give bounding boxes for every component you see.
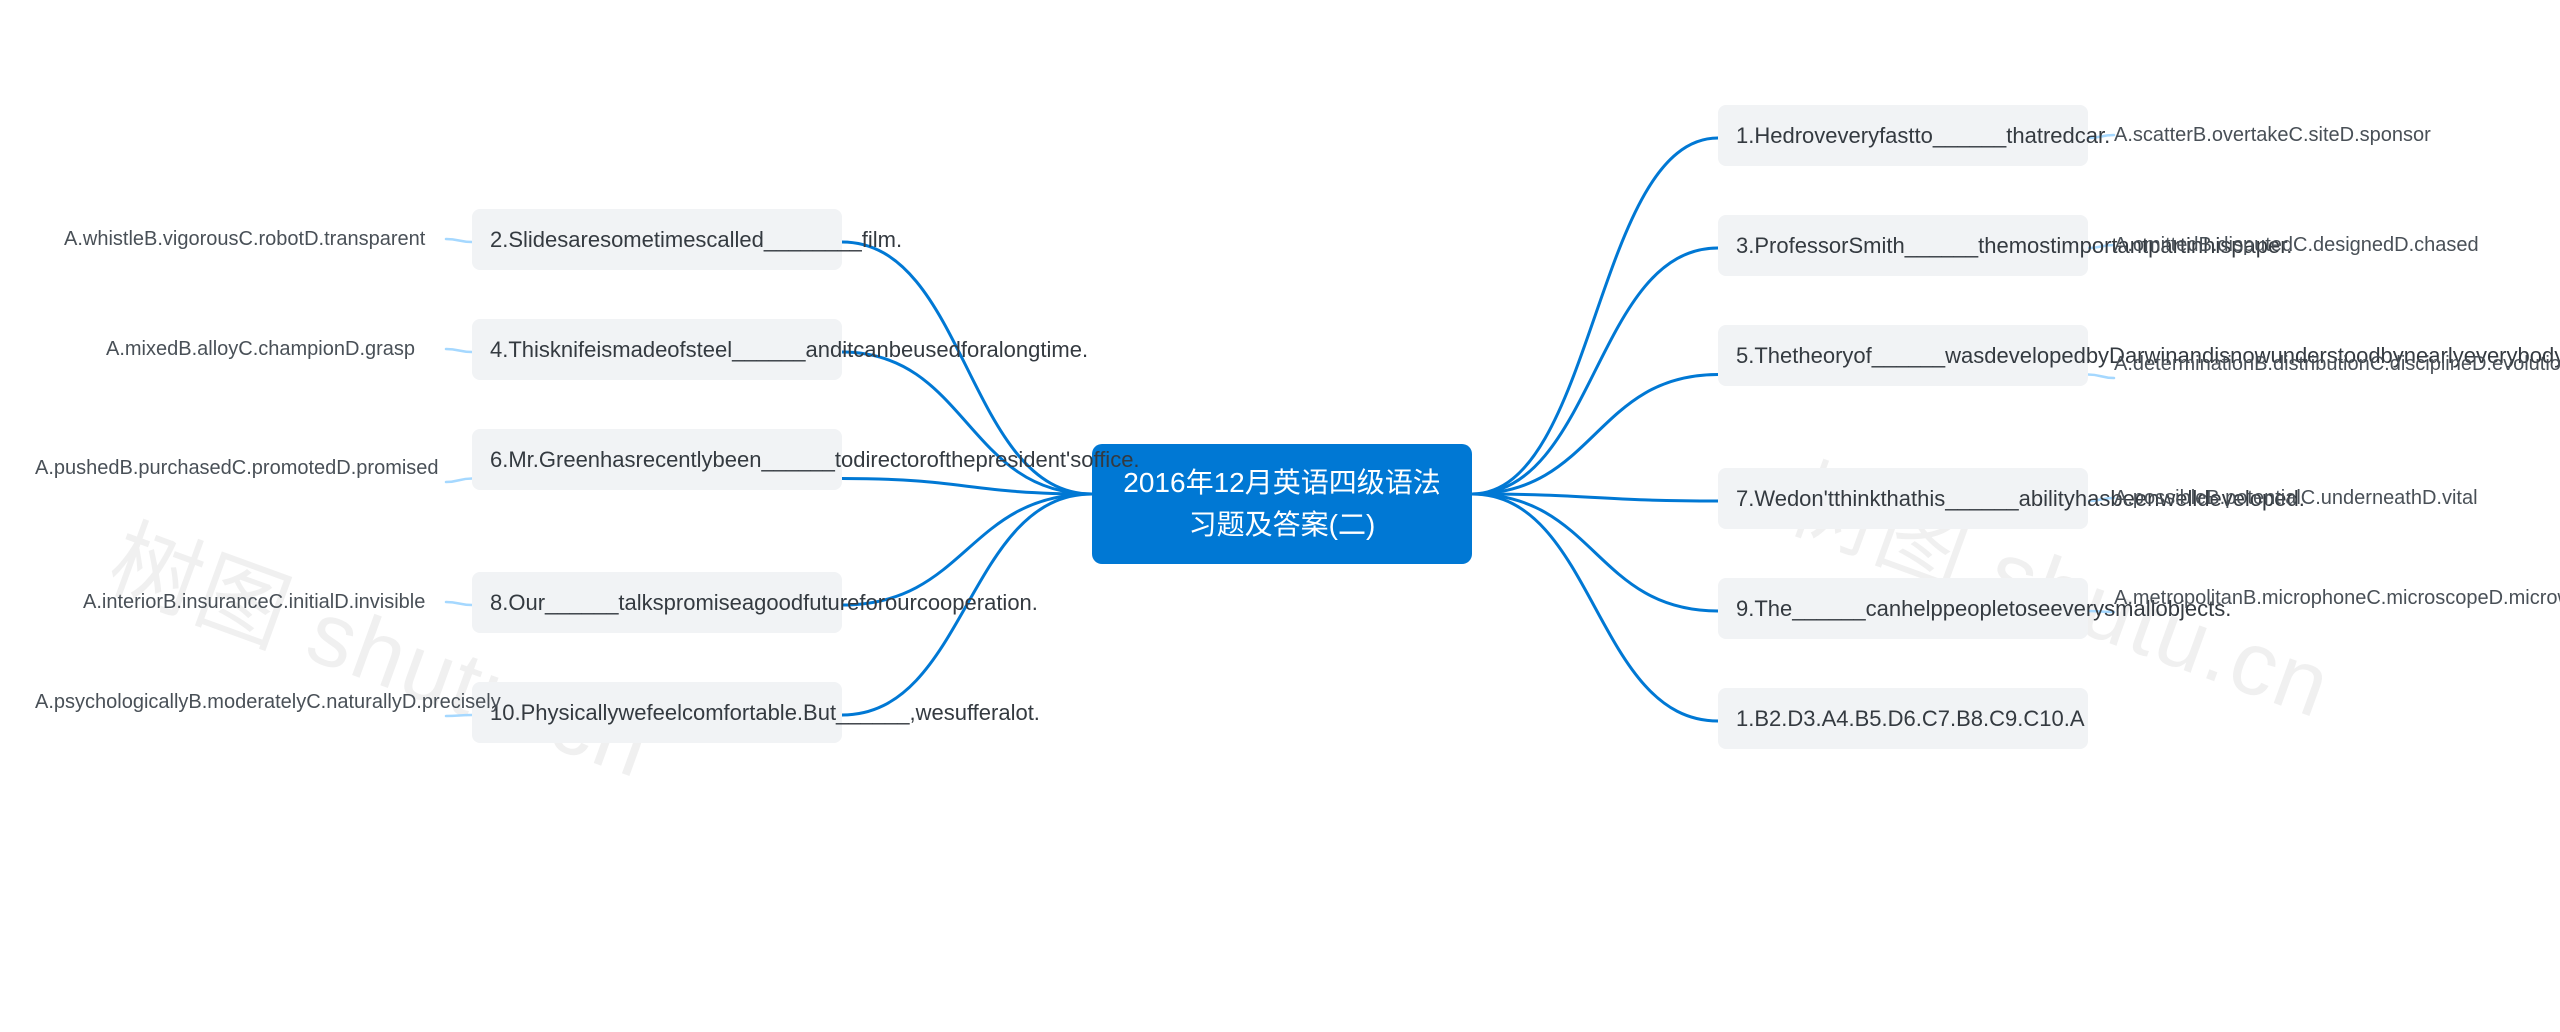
- left-branch-3: 8.Our______talkspromiseagoodfutureforour…: [472, 572, 842, 633]
- left-branch-3-label: 8.Our______talkspromiseagoodfutureforour…: [490, 590, 1038, 615]
- left-leaf-1-label: A.mixedB.alloyC.championD.grasp: [106, 338, 415, 360]
- left-branch-4: 10.Physicallywefeelcomfortable.But______…: [472, 682, 842, 743]
- left-branch-0-label: 2.Slidesaresometimescalled________film.: [490, 227, 902, 252]
- right-leaf-4-label: A.metropolitanB.microphoneC.microscopeD.…: [2114, 587, 2560, 609]
- right-leaf-3-label: A.possibleB.potentialC.underneathD.vital: [2114, 487, 2478, 509]
- left-leaf-0: A.whistleB.vigorousC.robotD.transparent: [64, 225, 446, 253]
- right-branch-3: 7.Wedon'tthinkthathis______abilityhasbee…: [1718, 468, 2088, 529]
- left-branch-2-label: 6.Mr.Greenhasrecentlybeen______todirecto…: [490, 447, 1140, 472]
- left-leaf-3-label: A.interiorB.insuranceC.initialD.invisibl…: [83, 591, 425, 613]
- right-leaf-2: A.determinationB.distributionC.disciplin…: [2114, 350, 2516, 378]
- right-branch-5-label: 1.B2.D3.A4.B5.D6.C7.B8.C9.C10.A: [1736, 706, 2085, 731]
- right-branch-4: 9.The______canhelppeopletoseeverysmallob…: [1718, 578, 2088, 639]
- left-leaf-1: A.mixedB.alloyC.championD.grasp: [106, 335, 446, 363]
- left-leaf-2-label: A.pushedB.purchasedC.promotedD.promised: [35, 457, 439, 479]
- left-branch-4-label: 10.Physicallywefeelcomfortable.But______…: [490, 700, 1040, 725]
- left-leaf-2: A.pushedB.purchasedC.promotedD.promised: [35, 454, 446, 482]
- left-leaf-4: A.psychologicallyB.moderatelyC.naturally…: [35, 688, 446, 716]
- right-leaf-0-label: A.scatterB.overtakeC.siteD.sponsor: [2114, 124, 2431, 146]
- left-branch-1-label: 4.Thisknifeismadeofsteel______anditcanbe…: [490, 337, 1088, 362]
- right-leaf-2-label: A.determinationB.distributionC.disciplin…: [2114, 353, 2560, 375]
- center-node: 2016年12月英语四级语法习题及答案(二): [1092, 444, 1472, 564]
- left-branch-0: 2.Slidesaresometimescalled________film.: [472, 209, 842, 270]
- right-leaf-4: A.metropolitanB.microphoneC.microscopeD.…: [2114, 584, 2514, 612]
- right-leaf-3: A.possibleB.potentialC.underneathD.vital: [2114, 484, 2504, 512]
- left-leaf-0-label: A.whistleB.vigorousC.robotD.transparent: [64, 228, 425, 250]
- left-branch-1: 4.Thisknifeismadeofsteel______anditcanbe…: [472, 319, 842, 380]
- right-branch-0: 1.Hedroveveryfastto______thatredcar.: [1718, 105, 2088, 166]
- right-leaf-1: A.omittedB.disputedC.designedD.chased: [2114, 231, 2509, 259]
- right-branch-2: 5.Thetheoryof______wasdevelopedbyDarwina…: [1718, 325, 2088, 386]
- right-branch-0-label: 1.Hedroveveryfastto______thatredcar.: [1736, 123, 2110, 148]
- left-leaf-3: A.interiorB.insuranceC.initialD.invisibl…: [83, 588, 446, 616]
- right-leaf-1-label: A.omittedB.disputedC.designedD.chased: [2114, 234, 2479, 256]
- center-label: 2016年12月英语四级语法习题及答案(二): [1123, 467, 1440, 540]
- right-branch-5: 1.B2.D3.A4.B5.D6.C7.B8.C9.C10.A: [1718, 688, 2088, 749]
- right-leaf-0: A.scatterB.overtakeC.siteD.sponsor: [2114, 121, 2454, 149]
- right-branch-1: 3.ProfessorSmith______themostimportantpa…: [1718, 215, 2088, 276]
- left-leaf-4-label: A.psychologicallyB.moderatelyC.naturally…: [35, 691, 501, 713]
- left-branch-2: 6.Mr.Greenhasrecentlybeen______todirecto…: [472, 429, 842, 490]
